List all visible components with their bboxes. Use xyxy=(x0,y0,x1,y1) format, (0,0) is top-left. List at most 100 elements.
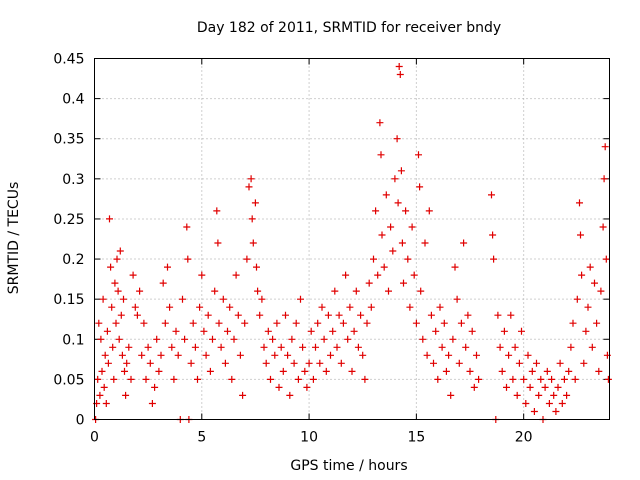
x-tick-label: 20 xyxy=(515,430,533,446)
data-point xyxy=(417,287,425,295)
data-point xyxy=(513,391,521,399)
data-point xyxy=(423,351,431,359)
data-point xyxy=(213,207,221,215)
data-point xyxy=(503,383,510,391)
data-point xyxy=(181,335,189,343)
data-point xyxy=(297,295,304,303)
data-point xyxy=(438,343,446,351)
data-point xyxy=(385,287,392,295)
data-point xyxy=(535,391,543,399)
data-point xyxy=(236,351,244,359)
data-point xyxy=(108,303,116,311)
x-tick-label: 15 xyxy=(407,430,425,446)
data-point xyxy=(494,311,502,319)
data-point xyxy=(333,343,341,351)
data-point xyxy=(457,319,465,327)
data-point xyxy=(331,287,339,295)
data-point xyxy=(376,119,384,127)
data-point xyxy=(217,343,225,351)
data-point xyxy=(404,255,412,263)
data-point xyxy=(400,279,407,287)
data-point xyxy=(258,295,266,303)
data-point xyxy=(125,343,133,351)
data-point xyxy=(234,311,242,319)
data-point xyxy=(586,263,594,271)
data-point xyxy=(100,383,108,391)
data-point xyxy=(153,335,161,343)
data-point xyxy=(187,359,195,367)
data-point xyxy=(526,383,534,391)
data-point xyxy=(232,271,240,279)
x-tick-labels: 0 5 10 15 20 xyxy=(90,430,533,446)
data-point xyxy=(515,359,523,367)
data-point xyxy=(305,359,313,367)
data-point xyxy=(118,351,126,359)
axis-ticks xyxy=(94,58,610,420)
data-point xyxy=(131,303,139,311)
y-tick-label: 0.45 xyxy=(53,52,84,68)
data-point xyxy=(104,359,112,367)
data-point xyxy=(545,400,553,407)
data-point xyxy=(277,343,285,351)
data-point xyxy=(556,359,564,367)
data-point xyxy=(421,239,429,247)
data-point xyxy=(563,391,571,399)
data-point xyxy=(286,391,294,399)
data-point xyxy=(378,231,386,239)
data-point xyxy=(101,351,109,359)
data-point xyxy=(115,335,123,343)
data-point xyxy=(99,295,107,303)
data-point xyxy=(394,199,402,207)
data-point xyxy=(580,359,588,367)
data-point xyxy=(294,375,302,383)
data-point xyxy=(533,359,540,367)
data-point xyxy=(129,271,137,279)
data-point xyxy=(558,400,566,407)
data-point xyxy=(447,391,455,399)
data-point xyxy=(337,359,345,367)
data-point xyxy=(560,375,568,383)
y-tick-label: 0.05 xyxy=(53,372,84,388)
data-point xyxy=(253,263,260,271)
data-point xyxy=(275,383,283,391)
data-point xyxy=(509,375,517,383)
data-point xyxy=(391,175,399,183)
data-point xyxy=(396,71,404,78)
chart-title: Day 182 of 2011, SRMTID for receiver bnd… xyxy=(197,20,501,36)
data-point xyxy=(518,327,525,335)
y-tick-label: 0.15 xyxy=(53,292,84,308)
data-point xyxy=(303,383,311,391)
data-point xyxy=(453,295,461,303)
data-point xyxy=(490,255,498,263)
data-point xyxy=(462,343,470,351)
data-point xyxy=(498,367,506,375)
data-point xyxy=(393,135,401,143)
data-point xyxy=(365,279,373,287)
x-tick-label: 5 xyxy=(197,430,206,446)
data-point xyxy=(597,287,605,295)
data-point xyxy=(507,311,515,319)
data-point xyxy=(505,351,513,359)
data-point xyxy=(140,319,148,327)
plot-frame xyxy=(94,58,610,420)
data-point xyxy=(434,375,442,383)
data-point xyxy=(489,231,497,239)
data-point xyxy=(198,271,206,279)
data-point xyxy=(200,327,208,335)
data-point xyxy=(576,199,583,207)
data-point xyxy=(136,287,144,295)
data-point xyxy=(496,343,504,351)
data-point xyxy=(511,343,519,351)
data-point xyxy=(230,335,238,343)
data-point xyxy=(168,343,176,351)
x-axis-label: GPS time / hours xyxy=(290,458,407,474)
data-point xyxy=(528,367,536,375)
data-point xyxy=(179,295,186,303)
data-point xyxy=(288,335,296,343)
data-point xyxy=(215,319,223,327)
data-point xyxy=(543,367,551,375)
data-point xyxy=(380,263,388,271)
data-point xyxy=(324,311,332,319)
data-point xyxy=(123,359,131,367)
data-point xyxy=(161,319,169,327)
